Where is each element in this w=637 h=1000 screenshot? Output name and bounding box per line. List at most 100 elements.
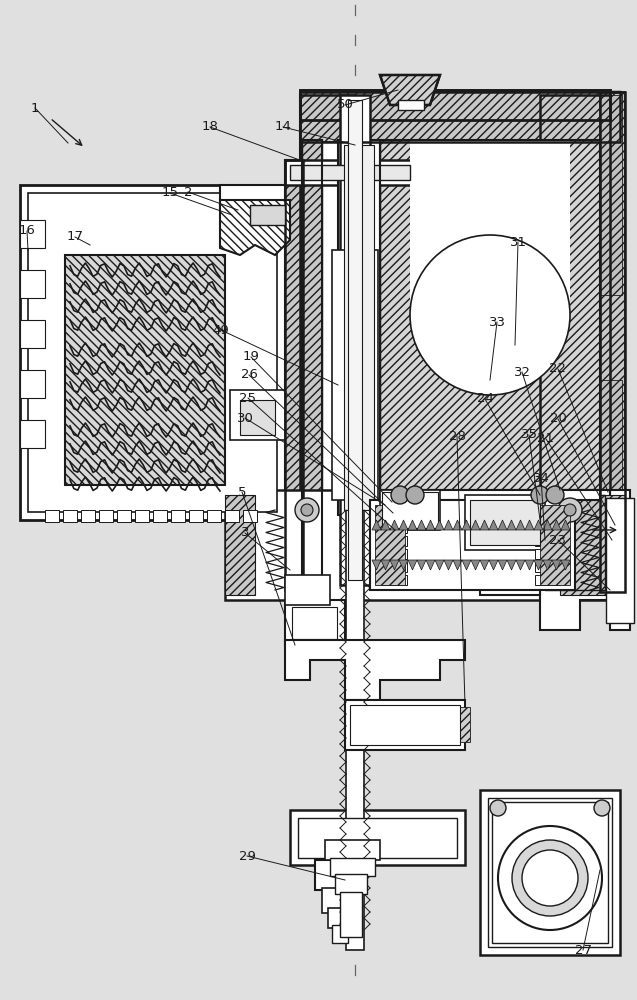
Text: 32: 32 bbox=[513, 365, 531, 378]
Bar bbox=[348, 100, 362, 580]
Bar bbox=[20, 185, 285, 520]
Bar bbox=[540, 100, 608, 200]
Polygon shape bbox=[489, 520, 498, 530]
Polygon shape bbox=[408, 560, 417, 570]
Bar bbox=[20, 370, 45, 398]
Bar bbox=[290, 165, 410, 180]
Text: 30: 30 bbox=[236, 412, 254, 424]
Bar bbox=[340, 892, 362, 937]
Bar bbox=[171, 510, 185, 522]
Bar bbox=[540, 95, 610, 595]
Circle shape bbox=[512, 840, 588, 916]
Bar bbox=[45, 510, 59, 522]
Text: 24: 24 bbox=[476, 392, 494, 406]
Bar bbox=[382, 536, 407, 546]
Circle shape bbox=[522, 850, 578, 906]
Text: 1: 1 bbox=[31, 102, 39, 114]
Text: 35: 35 bbox=[520, 428, 538, 442]
Text: 17: 17 bbox=[66, 231, 83, 243]
Text: 14: 14 bbox=[275, 120, 292, 133]
Text: 3: 3 bbox=[241, 526, 249, 540]
Bar bbox=[325, 840, 380, 860]
Bar bbox=[560, 495, 625, 595]
Bar bbox=[606, 498, 634, 623]
Text: 22: 22 bbox=[550, 362, 566, 375]
Polygon shape bbox=[552, 520, 561, 530]
Polygon shape bbox=[543, 520, 552, 530]
Bar bbox=[380, 140, 600, 490]
Bar bbox=[20, 320, 45, 348]
Polygon shape bbox=[516, 520, 525, 530]
Bar bbox=[380, 140, 600, 490]
Bar bbox=[492, 802, 608, 943]
Polygon shape bbox=[525, 560, 534, 570]
Text: 34: 34 bbox=[533, 472, 550, 485]
Bar bbox=[480, 790, 620, 955]
Bar bbox=[332, 925, 348, 943]
Bar bbox=[470, 500, 540, 545]
Bar bbox=[370, 500, 575, 590]
Bar bbox=[300, 92, 620, 142]
Bar bbox=[285, 160, 303, 590]
Polygon shape bbox=[285, 640, 465, 700]
Polygon shape bbox=[498, 560, 507, 570]
Polygon shape bbox=[399, 560, 408, 570]
Bar bbox=[540, 95, 610, 595]
Polygon shape bbox=[471, 560, 480, 570]
Bar bbox=[99, 510, 113, 522]
Bar bbox=[545, 495, 605, 590]
Bar bbox=[535, 510, 560, 520]
Bar bbox=[600, 92, 625, 592]
Bar bbox=[117, 510, 131, 522]
Circle shape bbox=[546, 486, 564, 504]
Bar bbox=[600, 380, 622, 595]
Polygon shape bbox=[498, 520, 507, 530]
Circle shape bbox=[406, 486, 424, 504]
Polygon shape bbox=[471, 520, 480, 530]
Bar bbox=[225, 490, 625, 600]
Bar bbox=[335, 874, 367, 894]
Bar bbox=[153, 510, 167, 522]
Text: 31: 31 bbox=[510, 235, 527, 248]
Circle shape bbox=[295, 498, 319, 522]
Circle shape bbox=[558, 498, 582, 522]
Bar bbox=[492, 802, 608, 943]
Polygon shape bbox=[516, 560, 525, 570]
Bar bbox=[600, 92, 625, 592]
Polygon shape bbox=[300, 92, 620, 590]
Bar bbox=[302, 140, 322, 590]
Polygon shape bbox=[540, 490, 610, 630]
Polygon shape bbox=[426, 560, 435, 570]
Bar bbox=[612, 494, 626, 549]
Polygon shape bbox=[390, 560, 399, 570]
Bar bbox=[292, 607, 337, 639]
Bar bbox=[382, 510, 407, 520]
Bar bbox=[330, 858, 375, 876]
Bar bbox=[340, 95, 370, 585]
Bar bbox=[345, 700, 465, 750]
Bar bbox=[300, 95, 355, 595]
Polygon shape bbox=[380, 490, 600, 595]
Polygon shape bbox=[399, 520, 408, 530]
Bar bbox=[250, 205, 285, 225]
Bar bbox=[382, 549, 407, 559]
Polygon shape bbox=[507, 560, 516, 570]
Text: 50: 50 bbox=[336, 99, 354, 111]
Text: 20: 20 bbox=[550, 412, 566, 426]
Circle shape bbox=[531, 486, 549, 504]
Bar bbox=[300, 90, 610, 120]
Polygon shape bbox=[380, 75, 440, 105]
Polygon shape bbox=[462, 520, 471, 530]
Bar bbox=[488, 798, 612, 947]
Polygon shape bbox=[417, 520, 426, 530]
Polygon shape bbox=[462, 560, 471, 570]
Text: 27: 27 bbox=[575, 944, 592, 956]
Text: 5: 5 bbox=[238, 486, 247, 498]
Bar bbox=[225, 510, 239, 522]
Bar bbox=[322, 888, 358, 913]
Bar bbox=[338, 140, 380, 515]
Bar bbox=[63, 510, 77, 522]
Polygon shape bbox=[543, 560, 552, 570]
Bar bbox=[382, 523, 407, 533]
Bar bbox=[230, 390, 285, 440]
